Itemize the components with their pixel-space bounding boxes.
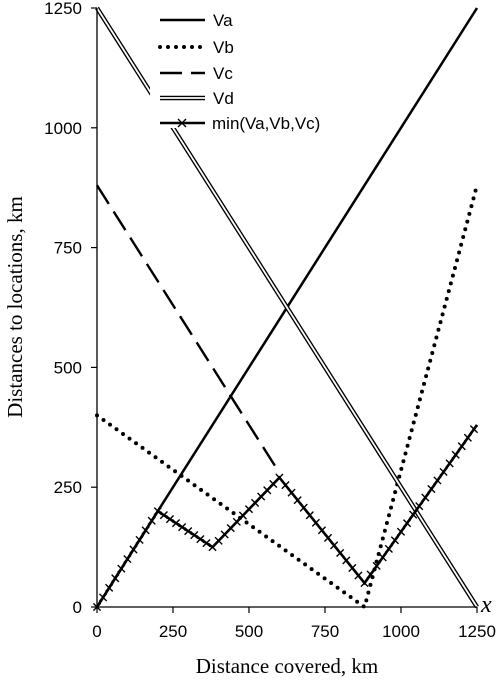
data-point-marker — [366, 570, 375, 579]
data-point-marker — [323, 533, 333, 542]
y-axis-title: Distances to locations, km — [3, 196, 27, 418]
data-point-marker — [463, 433, 472, 442]
data-point-marker — [238, 511, 248, 520]
legend-marker — [177, 118, 187, 128]
data-point-marker — [439, 467, 448, 477]
data-point-marker — [378, 553, 387, 562]
data-point-marker — [342, 556, 351, 565]
data-point-marker — [445, 459, 454, 468]
data-point-marker — [457, 442, 466, 451]
data-point-marker — [111, 574, 120, 583]
y-tick-label: 500 — [54, 358, 82, 377]
data-point-marker — [263, 486, 272, 495]
data-point-marker — [305, 511, 314, 520]
data-point-marker — [317, 526, 327, 535]
legend-label: Va — [213, 11, 233, 30]
data-point-marker — [165, 515, 175, 524]
legend-entry: min(Va,Vb,Vc) — [160, 114, 320, 133]
data-point-marker — [117, 564, 126, 573]
data-point-marker — [330, 541, 339, 550]
data-point-marker — [184, 527, 193, 536]
legend-label: min(Va,Vb,Vc) — [212, 114, 320, 133]
y-tick-label: 0 — [73, 598, 82, 617]
data-point-marker — [348, 563, 357, 573]
data-point-marker — [451, 450, 460, 459]
x-tick-label: 500 — [235, 622, 263, 641]
y-tick-label: 1250 — [44, 0, 82, 18]
data-point-marker — [123, 554, 132, 564]
data-point-marker — [129, 545, 138, 554]
data-point-marker — [299, 503, 308, 512]
y-tick-label: 250 — [54, 478, 82, 497]
data-point-marker — [336, 548, 345, 558]
data-point-marker — [159, 511, 168, 520]
data-point-marker — [469, 425, 479, 434]
legend-entry: Va — [160, 11, 233, 30]
x-variable-label: x — [480, 592, 492, 618]
data-point-marker — [287, 488, 296, 497]
axes — [96, 8, 477, 608]
data-point-marker — [153, 507, 162, 516]
data-point-marker — [293, 496, 302, 505]
data-point-marker — [98, 593, 108, 602]
data-point-marker — [220, 530, 229, 539]
data-point-marker — [269, 479, 278, 489]
data-point-marker — [402, 519, 412, 528]
data-point-marker — [232, 517, 241, 526]
x-tick-label: 0 — [92, 622, 101, 641]
data-point-marker — [257, 492, 266, 501]
data-point-marker — [372, 561, 381, 571]
data-point-marker — [202, 539, 211, 548]
data-point-marker — [196, 535, 205, 544]
data-point-marker — [384, 544, 393, 553]
legend-entry: Vd — [160, 89, 234, 108]
series-markers-5 — [92, 425, 479, 612]
data-point-marker — [415, 502, 424, 511]
data-point-marker — [244, 505, 254, 514]
data-point-marker — [214, 536, 223, 545]
data-point-marker — [354, 571, 363, 580]
legend-label: Vd — [213, 89, 234, 108]
data-point-marker — [396, 527, 406, 536]
ticks: 0 250 500 750 1000 1250 0 250 500 750 1000 1250 — [44, 0, 496, 641]
data-point-marker — [409, 510, 418, 519]
data-point-marker — [178, 523, 187, 532]
data-point-marker — [427, 484, 436, 494]
legend-box — [150, 10, 365, 128]
data-point-marker — [171, 519, 181, 528]
legend: Va Vb Vc Vd min(Va,Vb,Vc) — [150, 10, 365, 133]
data-point-marker — [360, 578, 369, 588]
x-axis-title: Distance covered, km — [196, 654, 379, 678]
legend-entry: Vc — [160, 64, 233, 83]
x-tick-label: 1000 — [382, 622, 420, 641]
legend-label: Vc — [213, 64, 233, 83]
y-tick-label: 750 — [54, 239, 82, 258]
data-point-marker — [135, 535, 144, 545]
data-point-marker — [190, 531, 199, 540]
data-point-marker — [390, 536, 400, 545]
data-point-marker — [433, 476, 442, 485]
data-point-marker — [147, 516, 156, 525]
x-tick-label: 1250 — [458, 622, 496, 641]
legend-label: Vb — [213, 38, 234, 57]
legend-entry: Vb — [158, 38, 234, 57]
x-tick-label: 250 — [159, 622, 187, 641]
data-point-marker — [208, 543, 217, 552]
series-line-3 — [95, 184, 281, 474]
data-point-marker — [141, 526, 150, 535]
x-tick-label: 750 — [311, 622, 339, 641]
data-point-marker — [105, 583, 114, 592]
data-point-marker — [281, 481, 290, 490]
y-tick-label: 1000 — [44, 119, 82, 138]
data-point-marker — [275, 473, 284, 482]
data-point-marker — [311, 518, 320, 527]
data-point-marker — [226, 524, 235, 533]
data-point-marker — [250, 498, 260, 507]
series-line-2 — [95, 183, 479, 611]
data-point-marker — [421, 493, 430, 502]
